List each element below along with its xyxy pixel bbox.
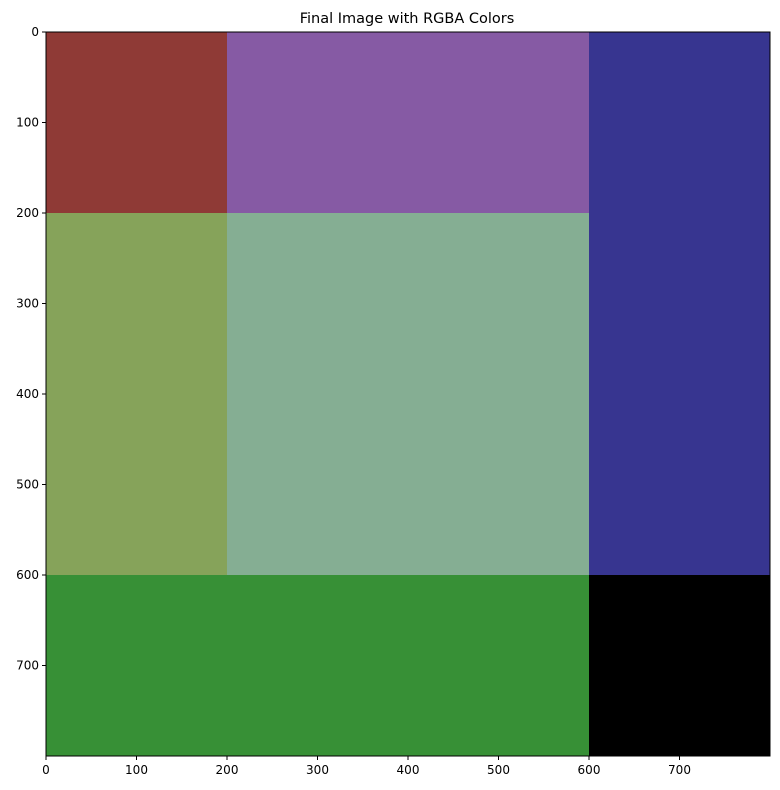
region-black-block	[589, 575, 770, 756]
region-red-block	[46, 32, 227, 213]
y-axis: 0 100 200 300 400 500 600 700	[16, 25, 46, 673]
region-olive-block	[46, 213, 227, 575]
y-tick-label: 700	[16, 659, 39, 673]
x-axis: 0 100 200 300 400 500 600 700	[42, 756, 691, 777]
region-green-block	[46, 575, 589, 756]
y-tick-label: 500	[16, 478, 39, 492]
x-tick-label: 700	[668, 763, 691, 777]
x-tick-label: 400	[397, 763, 420, 777]
image-regions	[46, 32, 770, 756]
y-tick-label: 600	[16, 568, 39, 582]
y-tick-label: 100	[16, 116, 39, 130]
x-tick-label: 500	[487, 763, 510, 777]
y-tick-label: 400	[16, 387, 39, 401]
region-purple-block	[227, 32, 589, 213]
x-tick-label: 100	[125, 763, 148, 777]
y-tick-label: 300	[16, 297, 39, 311]
x-tick-label: 600	[578, 763, 601, 777]
x-tick-label: 300	[306, 763, 329, 777]
chart-title: Final Image with RGBA Colors	[300, 11, 515, 27]
region-navy-block	[589, 32, 770, 575]
x-tick-label: 0	[42, 763, 50, 777]
y-tick-label: 200	[16, 206, 39, 220]
y-tick-label: 0	[31, 25, 39, 39]
x-tick-label: 200	[216, 763, 239, 777]
region-sage-block	[227, 213, 589, 575]
